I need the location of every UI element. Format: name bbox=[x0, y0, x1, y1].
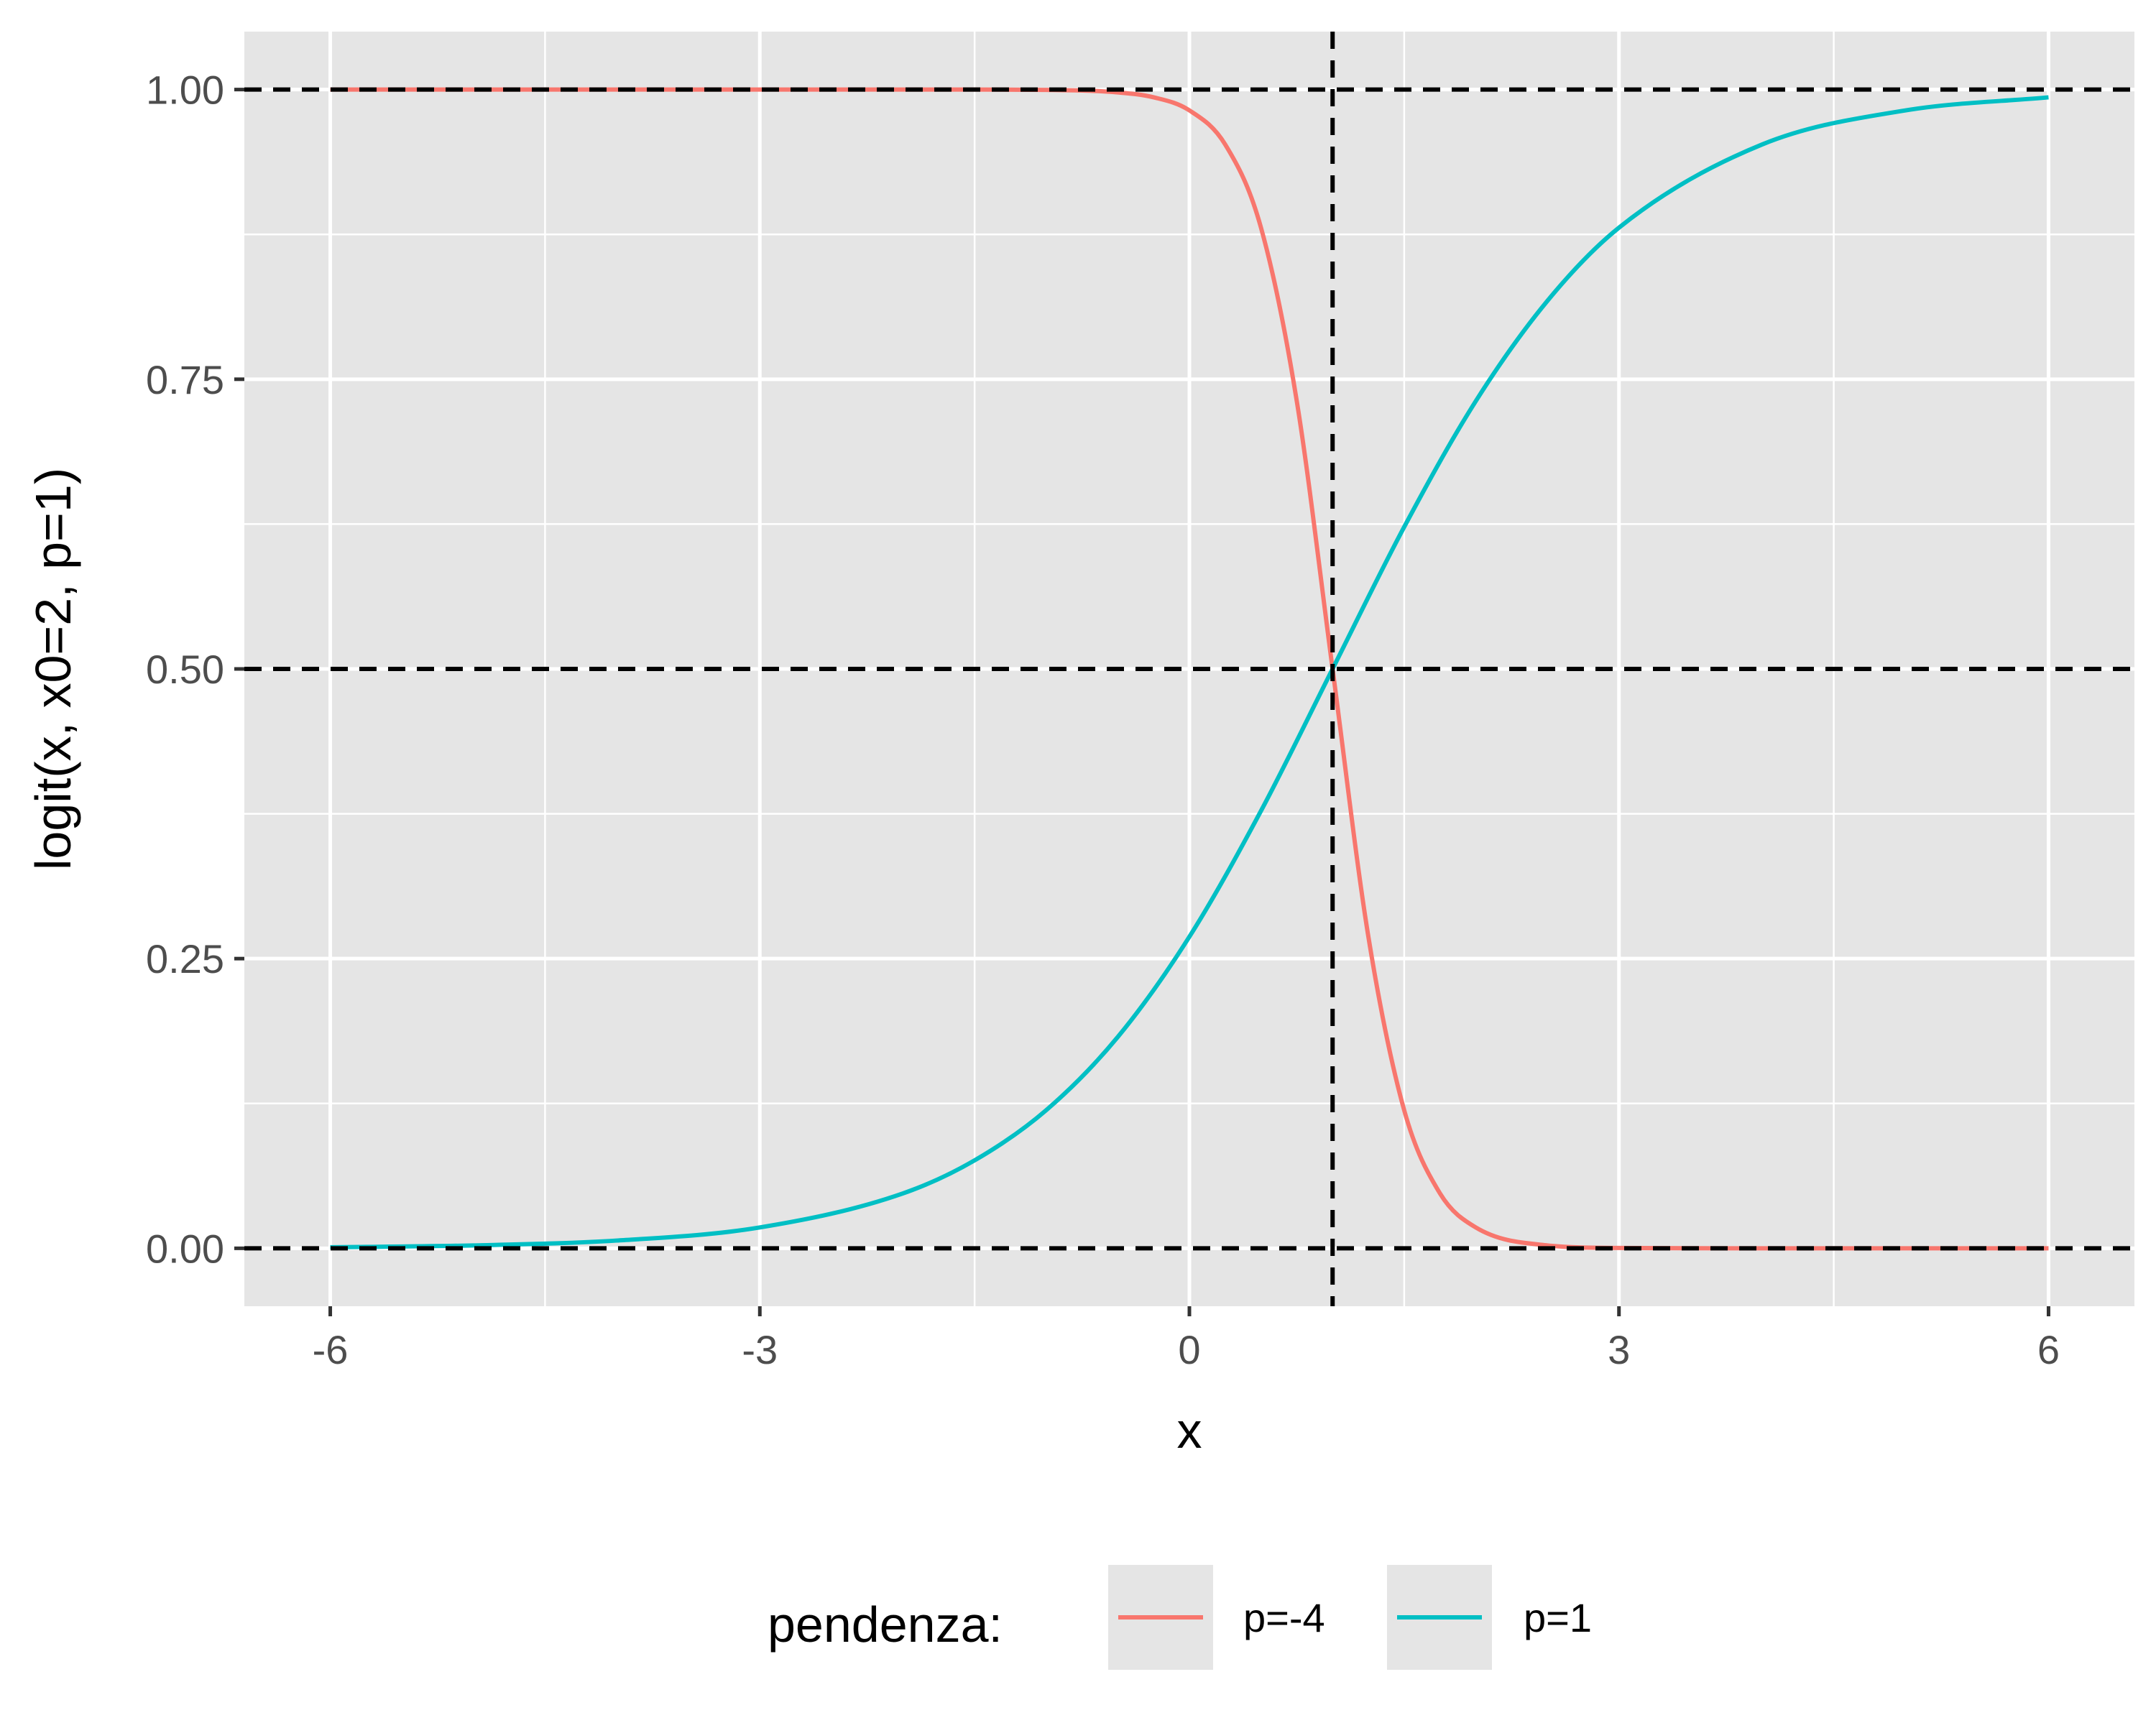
legend-items: p=-4 p=1 bbox=[1108, 1565, 1592, 1670]
x-axis-title: x bbox=[1177, 1403, 1202, 1459]
y-tick-label: 1.00 bbox=[146, 68, 224, 113]
y-tick-label: 0.50 bbox=[146, 647, 224, 692]
legend-label: p=1 bbox=[1524, 1595, 1592, 1640]
x-axis: -6 -3 0 3 6 bbox=[313, 1306, 2060, 1372]
y-tick-label: 0.00 bbox=[146, 1226, 224, 1271]
x-tick-label: 0 bbox=[1178, 1327, 1200, 1372]
series-line-p-1 bbox=[330, 95, 2049, 1249]
legend-title: pendenza: bbox=[768, 1597, 1003, 1653]
x-tick-label: -3 bbox=[742, 1327, 778, 1372]
y-axis-title: logit(x, x0=2, p=1) bbox=[25, 468, 81, 870]
y-tick-label: 0.75 bbox=[146, 357, 224, 402]
y-tick-label: 0.25 bbox=[146, 936, 224, 981]
x-tick-label: -6 bbox=[313, 1327, 349, 1372]
y-axis: 0.00 0.25 0.50 0.75 1.00 bbox=[146, 68, 244, 1271]
legend-label: p=-4 bbox=[1243, 1595, 1325, 1640]
reference-lines bbox=[244, 32, 2134, 1306]
x-tick-label: 6 bbox=[2037, 1327, 2060, 1372]
legend: pendenza: p=-4 p=1 bbox=[768, 1565, 1592, 1670]
x-tick-label: 3 bbox=[1608, 1327, 1630, 1372]
